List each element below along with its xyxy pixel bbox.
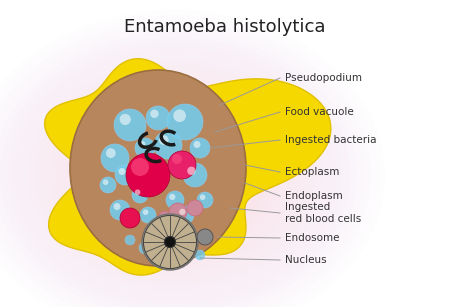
Text: Ingested bacteria: Ingested bacteria xyxy=(285,135,377,145)
Circle shape xyxy=(106,148,116,158)
Circle shape xyxy=(120,208,140,228)
Circle shape xyxy=(167,104,203,140)
Text: Ingested
red blood cells: Ingested red blood cells xyxy=(285,202,361,224)
Text: Endosome: Endosome xyxy=(285,233,339,243)
Circle shape xyxy=(164,236,176,248)
Circle shape xyxy=(115,165,135,185)
Circle shape xyxy=(139,242,151,254)
Circle shape xyxy=(118,168,126,175)
Circle shape xyxy=(183,163,207,187)
Circle shape xyxy=(168,151,196,179)
Circle shape xyxy=(113,203,121,210)
Circle shape xyxy=(132,187,148,203)
Circle shape xyxy=(166,191,184,209)
Circle shape xyxy=(150,110,158,118)
Circle shape xyxy=(131,158,149,176)
Circle shape xyxy=(190,138,210,158)
Circle shape xyxy=(142,214,198,270)
Circle shape xyxy=(195,250,205,260)
Circle shape xyxy=(135,189,140,195)
Ellipse shape xyxy=(70,70,246,266)
Circle shape xyxy=(187,200,203,216)
Circle shape xyxy=(179,209,185,215)
Circle shape xyxy=(169,194,176,200)
Text: Entamoeba histolytica: Entamoeba histolytica xyxy=(124,18,326,36)
Circle shape xyxy=(101,144,129,172)
Circle shape xyxy=(173,109,186,122)
Circle shape xyxy=(143,209,148,215)
Circle shape xyxy=(172,154,182,164)
Text: Pseudopodium: Pseudopodium xyxy=(285,73,362,83)
Circle shape xyxy=(146,106,170,130)
Circle shape xyxy=(169,203,187,221)
Circle shape xyxy=(197,229,213,245)
Circle shape xyxy=(135,138,155,158)
Polygon shape xyxy=(45,59,331,275)
Circle shape xyxy=(125,235,135,245)
Circle shape xyxy=(114,109,146,141)
Circle shape xyxy=(103,179,108,185)
Circle shape xyxy=(158,211,172,225)
Circle shape xyxy=(187,167,196,175)
Circle shape xyxy=(200,194,205,200)
Circle shape xyxy=(197,192,213,208)
Circle shape xyxy=(159,135,169,145)
Circle shape xyxy=(154,131,182,159)
Text: Nucleus: Nucleus xyxy=(285,255,327,265)
Text: Food vacuole: Food vacuole xyxy=(285,107,354,117)
Circle shape xyxy=(140,207,156,223)
Circle shape xyxy=(176,206,194,224)
Circle shape xyxy=(120,114,131,125)
Circle shape xyxy=(100,177,116,193)
Circle shape xyxy=(110,200,130,220)
Circle shape xyxy=(194,141,201,148)
Text: Ectoplasm: Ectoplasm xyxy=(285,167,339,177)
Circle shape xyxy=(126,153,170,197)
Text: Endoplasm: Endoplasm xyxy=(285,191,343,201)
Circle shape xyxy=(139,141,145,148)
